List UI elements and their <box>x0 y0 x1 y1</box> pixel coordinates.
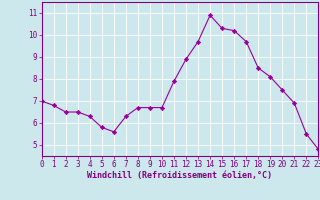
X-axis label: Windchill (Refroidissement éolien,°C): Windchill (Refroidissement éolien,°C) <box>87 171 273 180</box>
